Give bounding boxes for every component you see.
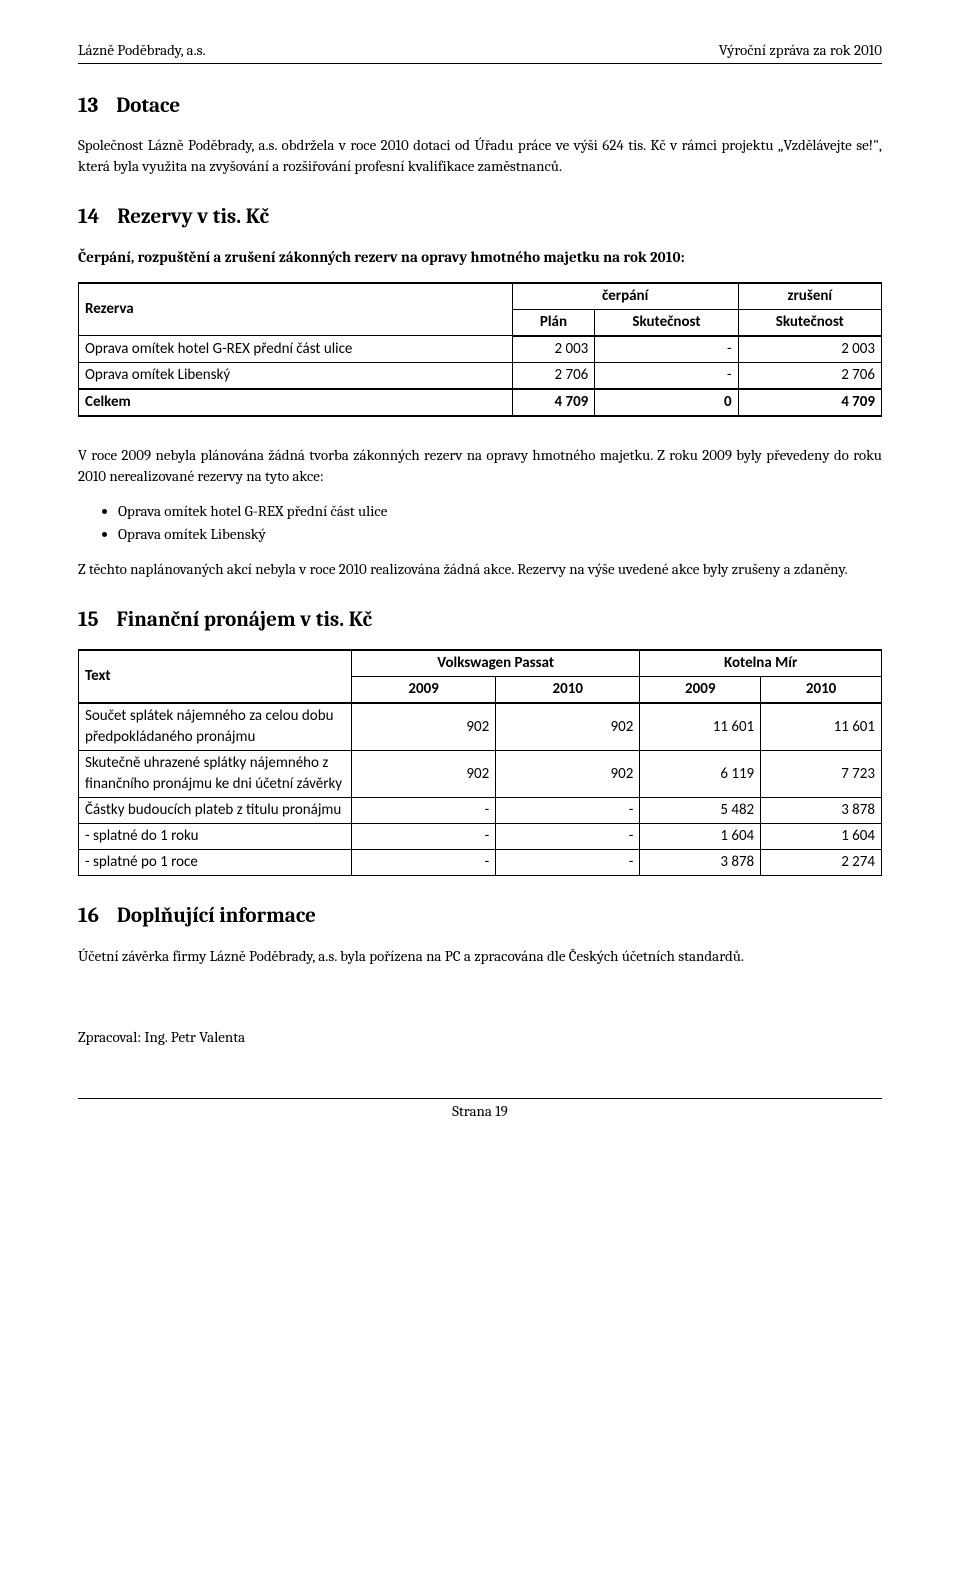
heading-title: Dotace: [116, 94, 180, 118]
cell-label: Součet splátek nájemného za celou dobu p…: [79, 703, 352, 751]
col-header-kotelna: Kotelna Mír: [640, 650, 882, 677]
table-row: - splatné po 1 roce - - 3 878 2 274: [79, 850, 882, 876]
section-heading-rezervy: 14 Rezervy v tis. Kč: [78, 203, 882, 232]
paragraph-rezervy-after2: Z těchto naplánovaných akcí nebyla v roc…: [78, 559, 882, 580]
cell-value: 5 482: [640, 798, 761, 824]
cell-value: -: [496, 850, 640, 876]
section-heading-doplnujici: 16 Doplňující informace: [78, 902, 882, 931]
cell-value: -: [496, 824, 640, 850]
table-row: Oprava omítek Libenský 2 706 - 2 706: [79, 362, 882, 389]
section-heading-dotace: 13 Dotace: [78, 92, 882, 121]
cell-value: 2 274: [761, 850, 882, 876]
heading-number: 15: [78, 606, 99, 635]
cell-value: 2 706: [738, 362, 881, 389]
cell-value: 902: [496, 703, 640, 751]
heading-number: 16: [78, 902, 99, 931]
cell-value: -: [352, 798, 496, 824]
table-rezervy: Rezerva čerpání zrušení Plán Skutečnost …: [78, 282, 882, 417]
col-header-plan: Plán: [512, 309, 595, 336]
cell-value: -: [352, 824, 496, 850]
cell-value: 2 003: [738, 336, 881, 363]
cell-label: Oprava omítek hotel G-REX přední část ul…: [79, 336, 513, 363]
page-footer: Strana 19: [78, 1098, 882, 1122]
cell-value: 3 878: [640, 850, 761, 876]
table-row: Částky budoucích plateb z titulu pronájm…: [79, 798, 882, 824]
cell-value: -: [352, 850, 496, 876]
cell-value: 1 604: [761, 824, 882, 850]
table-row: - splatné do 1 roku - - 1 604 1 604: [79, 824, 882, 850]
heading-number: 14: [78, 203, 99, 232]
bullet-list: Oprava omítek hotel G-REX přední část ul…: [118, 501, 882, 545]
cell-value: 7 723: [761, 751, 882, 798]
col-header-skutecnost2: Skutečnost: [738, 309, 881, 336]
cell-label: Celkem: [79, 389, 513, 416]
list-item: Oprava omítek hotel G-REX přední část ul…: [118, 501, 882, 522]
cell-label: Oprava omítek Libenský: [79, 362, 513, 389]
cell-value: 2 003: [512, 336, 595, 363]
cell-value: 4 709: [512, 389, 595, 416]
cell-value: 6 119: [640, 751, 761, 798]
cell-label: - splatné do 1 roku: [79, 824, 352, 850]
cell-value: 902: [496, 751, 640, 798]
cell-value: 11 601: [761, 703, 882, 751]
col-header-zruseni: zrušení: [738, 283, 881, 310]
cell-value: -: [496, 798, 640, 824]
cell-value: 2 706: [512, 362, 595, 389]
table-row: Skutečně uhrazené splátky nájemného z fi…: [79, 751, 882, 798]
table-row-total: Celkem 4 709 0 4 709: [79, 389, 882, 416]
col-header-year: 2010: [496, 677, 640, 704]
heading-title: Doplňující informace: [117, 904, 316, 928]
list-item: Oprava omítek Libenský: [118, 524, 882, 545]
cell-label: Částky budoucích plateb z titulu pronájm…: [79, 798, 352, 824]
paragraph-doplnujici: Účetní závěrka firmy Lázně Poděbrady, a.…: [78, 946, 882, 967]
zpracoval-line: Zpracoval: Ing. Petr Valenta: [78, 1027, 882, 1048]
cell-value: 0: [595, 389, 738, 416]
cell-value: 902: [352, 751, 496, 798]
cell-value: 11 601: [640, 703, 761, 751]
section-heading-pronajem: 15 Finanční pronájem v tis. Kč: [78, 606, 882, 635]
cell-value: -: [595, 336, 738, 363]
cell-value: 3 878: [761, 798, 882, 824]
cell-value: 902: [352, 703, 496, 751]
cell-label: - splatné po 1 roce: [79, 850, 352, 876]
col-header-cerpani: čerpání: [512, 283, 738, 310]
col-header-year: 2010: [761, 677, 882, 704]
subheading-rezervy: Čerpání, rozpuštění a zrušení zákonných …: [78, 247, 882, 268]
col-header-year: 2009: [352, 677, 496, 704]
header-right: Výroční zpráva za rok 2010: [719, 40, 882, 61]
table-row: Součet splátek nájemného za celou dobu p…: [79, 703, 882, 751]
cell-label: Skutečně uhrazené splátky nájemného z fi…: [79, 751, 352, 798]
col-header-passat: Volkswagen Passat: [352, 650, 640, 677]
header-left: Lázně Poděbrady, a.s.: [78, 40, 206, 61]
table-pronajem: Text Volkswagen Passat Kotelna Mír 2009 …: [78, 649, 882, 876]
cell-value: -: [595, 362, 738, 389]
heading-title: Rezervy v tis. Kč: [117, 205, 269, 229]
paragraph-dotace: Společnost Lázně Poděbrady, a.s. obdržel…: [78, 135, 882, 177]
cell-value: 4 709: [738, 389, 881, 416]
page-header: Lázně Poděbrady, a.s. Výroční zpráva za …: [78, 40, 882, 64]
col-header-year: 2009: [640, 677, 761, 704]
col-header-text: Text: [79, 650, 352, 703]
col-header-rezerva: Rezerva: [79, 283, 513, 336]
heading-number: 13: [78, 92, 98, 121]
heading-title: Finanční pronájem v tis. Kč: [117, 608, 373, 632]
col-header-skutecnost1: Skutečnost: [595, 309, 738, 336]
paragraph-rezervy-after: V roce 2009 nebyla plánována žádná tvorb…: [78, 445, 882, 487]
cell-value: 1 604: [640, 824, 761, 850]
table-row: Oprava omítek hotel G-REX přední část ul…: [79, 336, 882, 363]
